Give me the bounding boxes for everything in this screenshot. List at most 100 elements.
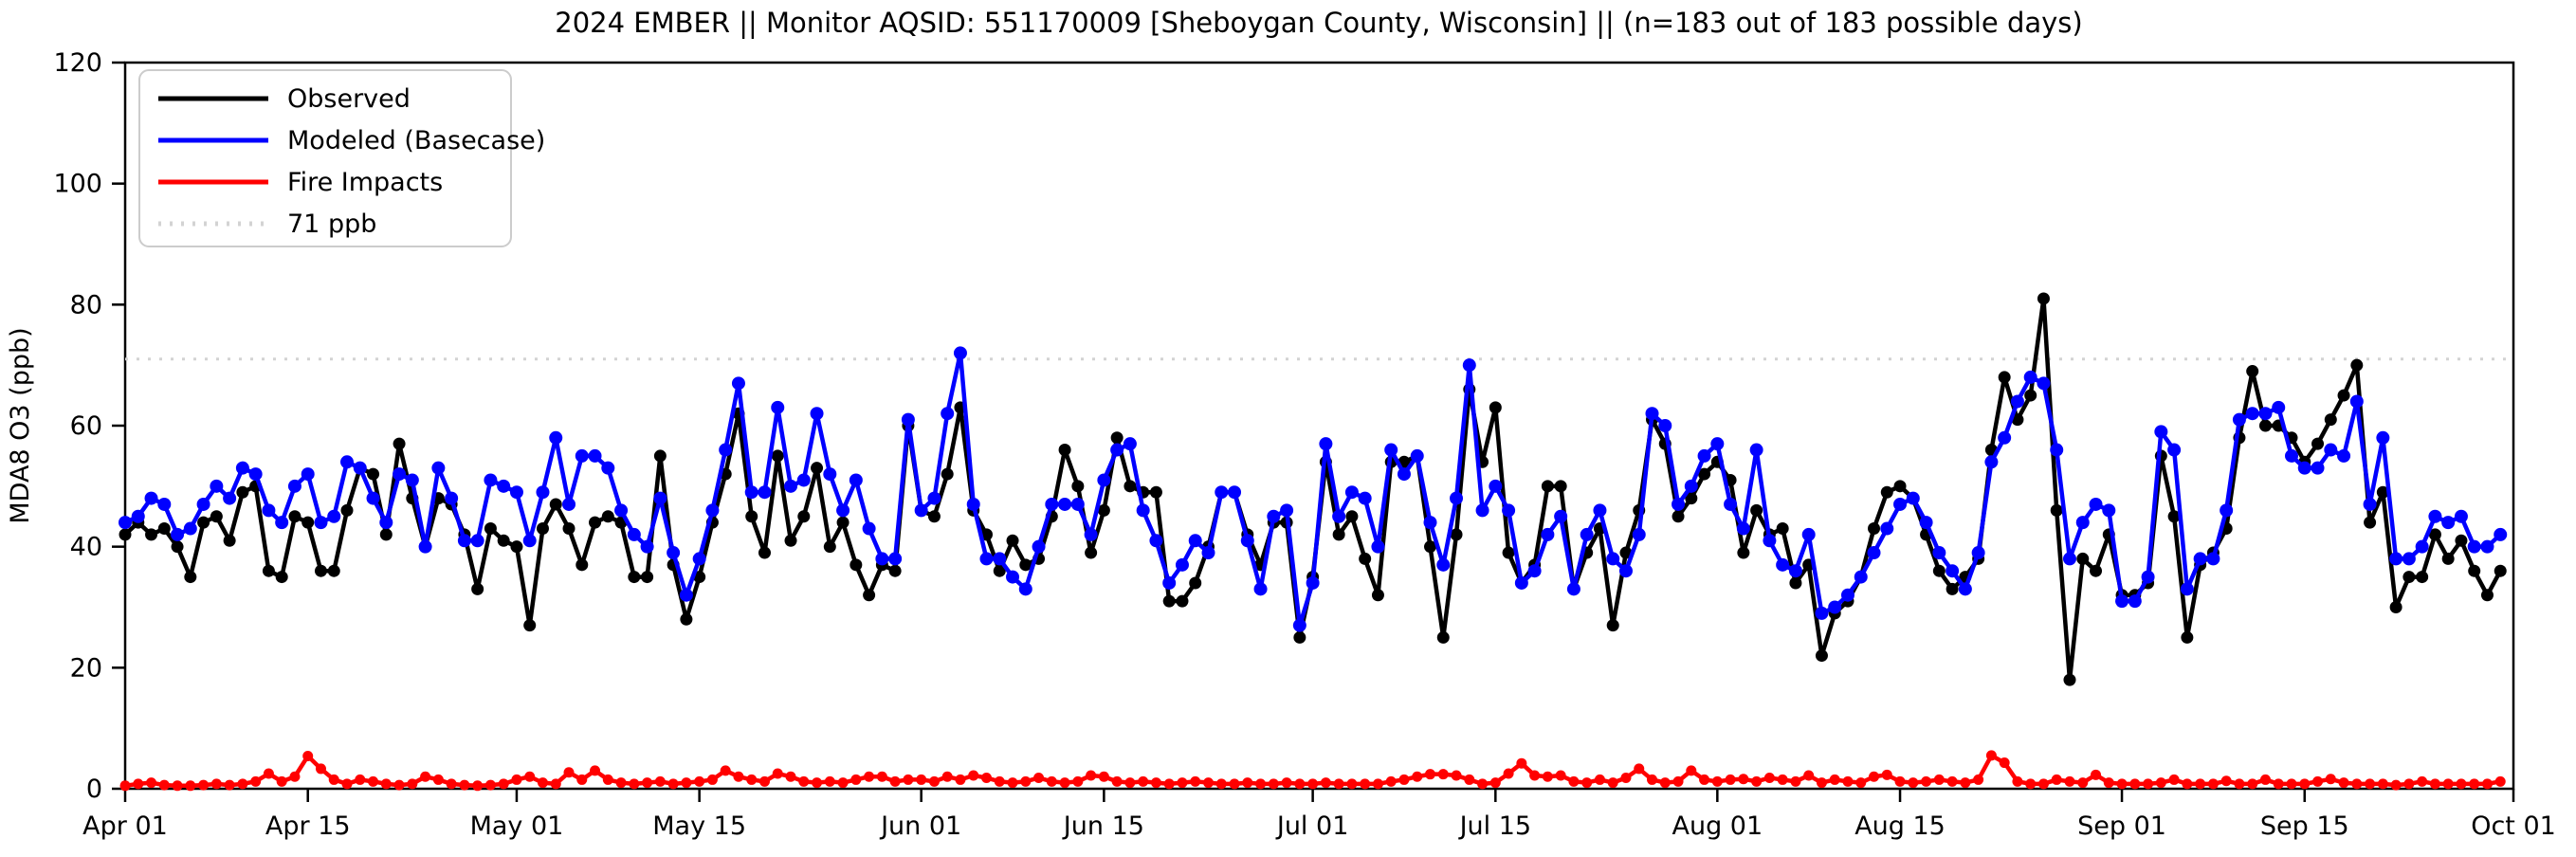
data-point xyxy=(2350,358,2364,372)
data-point xyxy=(1412,771,1423,782)
data-point xyxy=(916,774,927,785)
y-tick-label: 0 xyxy=(86,775,102,804)
data-point xyxy=(131,509,145,523)
data-point xyxy=(2076,552,2090,565)
data-point xyxy=(2091,769,2102,780)
data-point xyxy=(2143,778,2154,790)
data-point xyxy=(667,778,679,790)
data-point xyxy=(1110,431,1124,445)
data-point xyxy=(1110,443,1124,457)
data-point xyxy=(1620,773,1632,784)
data-point xyxy=(1124,777,1136,789)
data-point xyxy=(536,522,549,536)
data-point xyxy=(368,775,379,787)
y-tick-label: 100 xyxy=(53,170,102,199)
data-point xyxy=(523,619,537,632)
data-point xyxy=(1868,522,1881,536)
data-point xyxy=(875,552,889,566)
data-point xyxy=(2402,571,2416,584)
axes: 0 20 40 60 80 100 120 Apr 01 Apr 15 May 01 May 15 J… xyxy=(53,48,2555,841)
data-point xyxy=(341,778,353,790)
data-point xyxy=(2246,365,2259,378)
data-point xyxy=(2245,407,2259,421)
data-point xyxy=(2180,582,2194,596)
data-point xyxy=(1801,527,1816,541)
data-point xyxy=(1581,777,1593,789)
data-point xyxy=(2480,539,2494,554)
data-point xyxy=(705,503,720,518)
data-point xyxy=(1542,771,1553,782)
data-point xyxy=(1999,757,2010,769)
data-point xyxy=(1763,534,1777,548)
data-point xyxy=(746,774,758,785)
data-point xyxy=(2454,509,2468,523)
data-point xyxy=(1855,777,1867,789)
data-point xyxy=(1423,516,1437,530)
data-point xyxy=(2428,509,2442,523)
data-point xyxy=(223,491,237,505)
data-point xyxy=(2024,389,2037,402)
data-point xyxy=(1840,588,1854,602)
data-point xyxy=(1672,510,1685,523)
data-point xyxy=(2037,376,2051,391)
data-point xyxy=(812,777,823,789)
data-point xyxy=(2324,413,2337,427)
data-point xyxy=(849,473,863,487)
data-point xyxy=(864,771,875,782)
data-point xyxy=(418,539,432,554)
data-point xyxy=(993,552,1007,566)
data-point xyxy=(405,473,419,487)
x-tick-label: Aug 15 xyxy=(1854,811,1946,841)
data-point xyxy=(1607,777,1618,789)
data-point xyxy=(158,779,170,791)
data-point xyxy=(484,473,498,487)
data-point xyxy=(1124,480,1137,493)
data-point xyxy=(823,467,837,482)
data-point xyxy=(420,771,431,782)
x-tick-label: Jul 01 xyxy=(1275,811,1349,841)
data-point xyxy=(2467,539,2481,554)
data-point xyxy=(2286,778,2297,790)
data-point xyxy=(250,775,262,787)
data-point xyxy=(1749,443,1763,457)
data-point xyxy=(2389,601,2402,613)
data-point xyxy=(2377,778,2388,790)
data-point xyxy=(459,779,470,791)
data-point xyxy=(1372,778,1383,790)
series-modeled xyxy=(119,346,2508,632)
data-point xyxy=(1880,485,1893,499)
data-point xyxy=(1306,575,1320,590)
data-point xyxy=(1150,777,1161,789)
data-point xyxy=(927,491,941,505)
data-point xyxy=(2376,430,2390,445)
data-point xyxy=(758,546,771,559)
data-point xyxy=(340,455,355,469)
data-point xyxy=(1425,769,1436,780)
data-point xyxy=(2390,779,2402,791)
data-point xyxy=(1189,576,1202,590)
data-point xyxy=(393,467,407,482)
x-tick-label: May 15 xyxy=(652,811,746,841)
data-point xyxy=(1684,479,1698,493)
data-point xyxy=(1190,775,1201,787)
data-point xyxy=(2234,778,2245,790)
data-point xyxy=(2272,400,2286,414)
data-point xyxy=(2456,778,2467,790)
data-point xyxy=(1960,777,1971,789)
data-point xyxy=(549,430,563,445)
data-point xyxy=(1946,582,1959,595)
data-point xyxy=(248,467,263,482)
data-point xyxy=(1893,480,1907,493)
data-point xyxy=(1071,480,1085,493)
series-observed xyxy=(119,292,2507,686)
data-point xyxy=(1984,455,1999,469)
data-point xyxy=(1541,480,1554,493)
data-point xyxy=(758,485,772,500)
data-point xyxy=(1175,557,1189,572)
data-point xyxy=(562,522,575,536)
data-point xyxy=(2351,778,2363,790)
data-point xyxy=(2494,775,2506,787)
data-point xyxy=(1489,479,1503,493)
data-point xyxy=(457,534,471,548)
